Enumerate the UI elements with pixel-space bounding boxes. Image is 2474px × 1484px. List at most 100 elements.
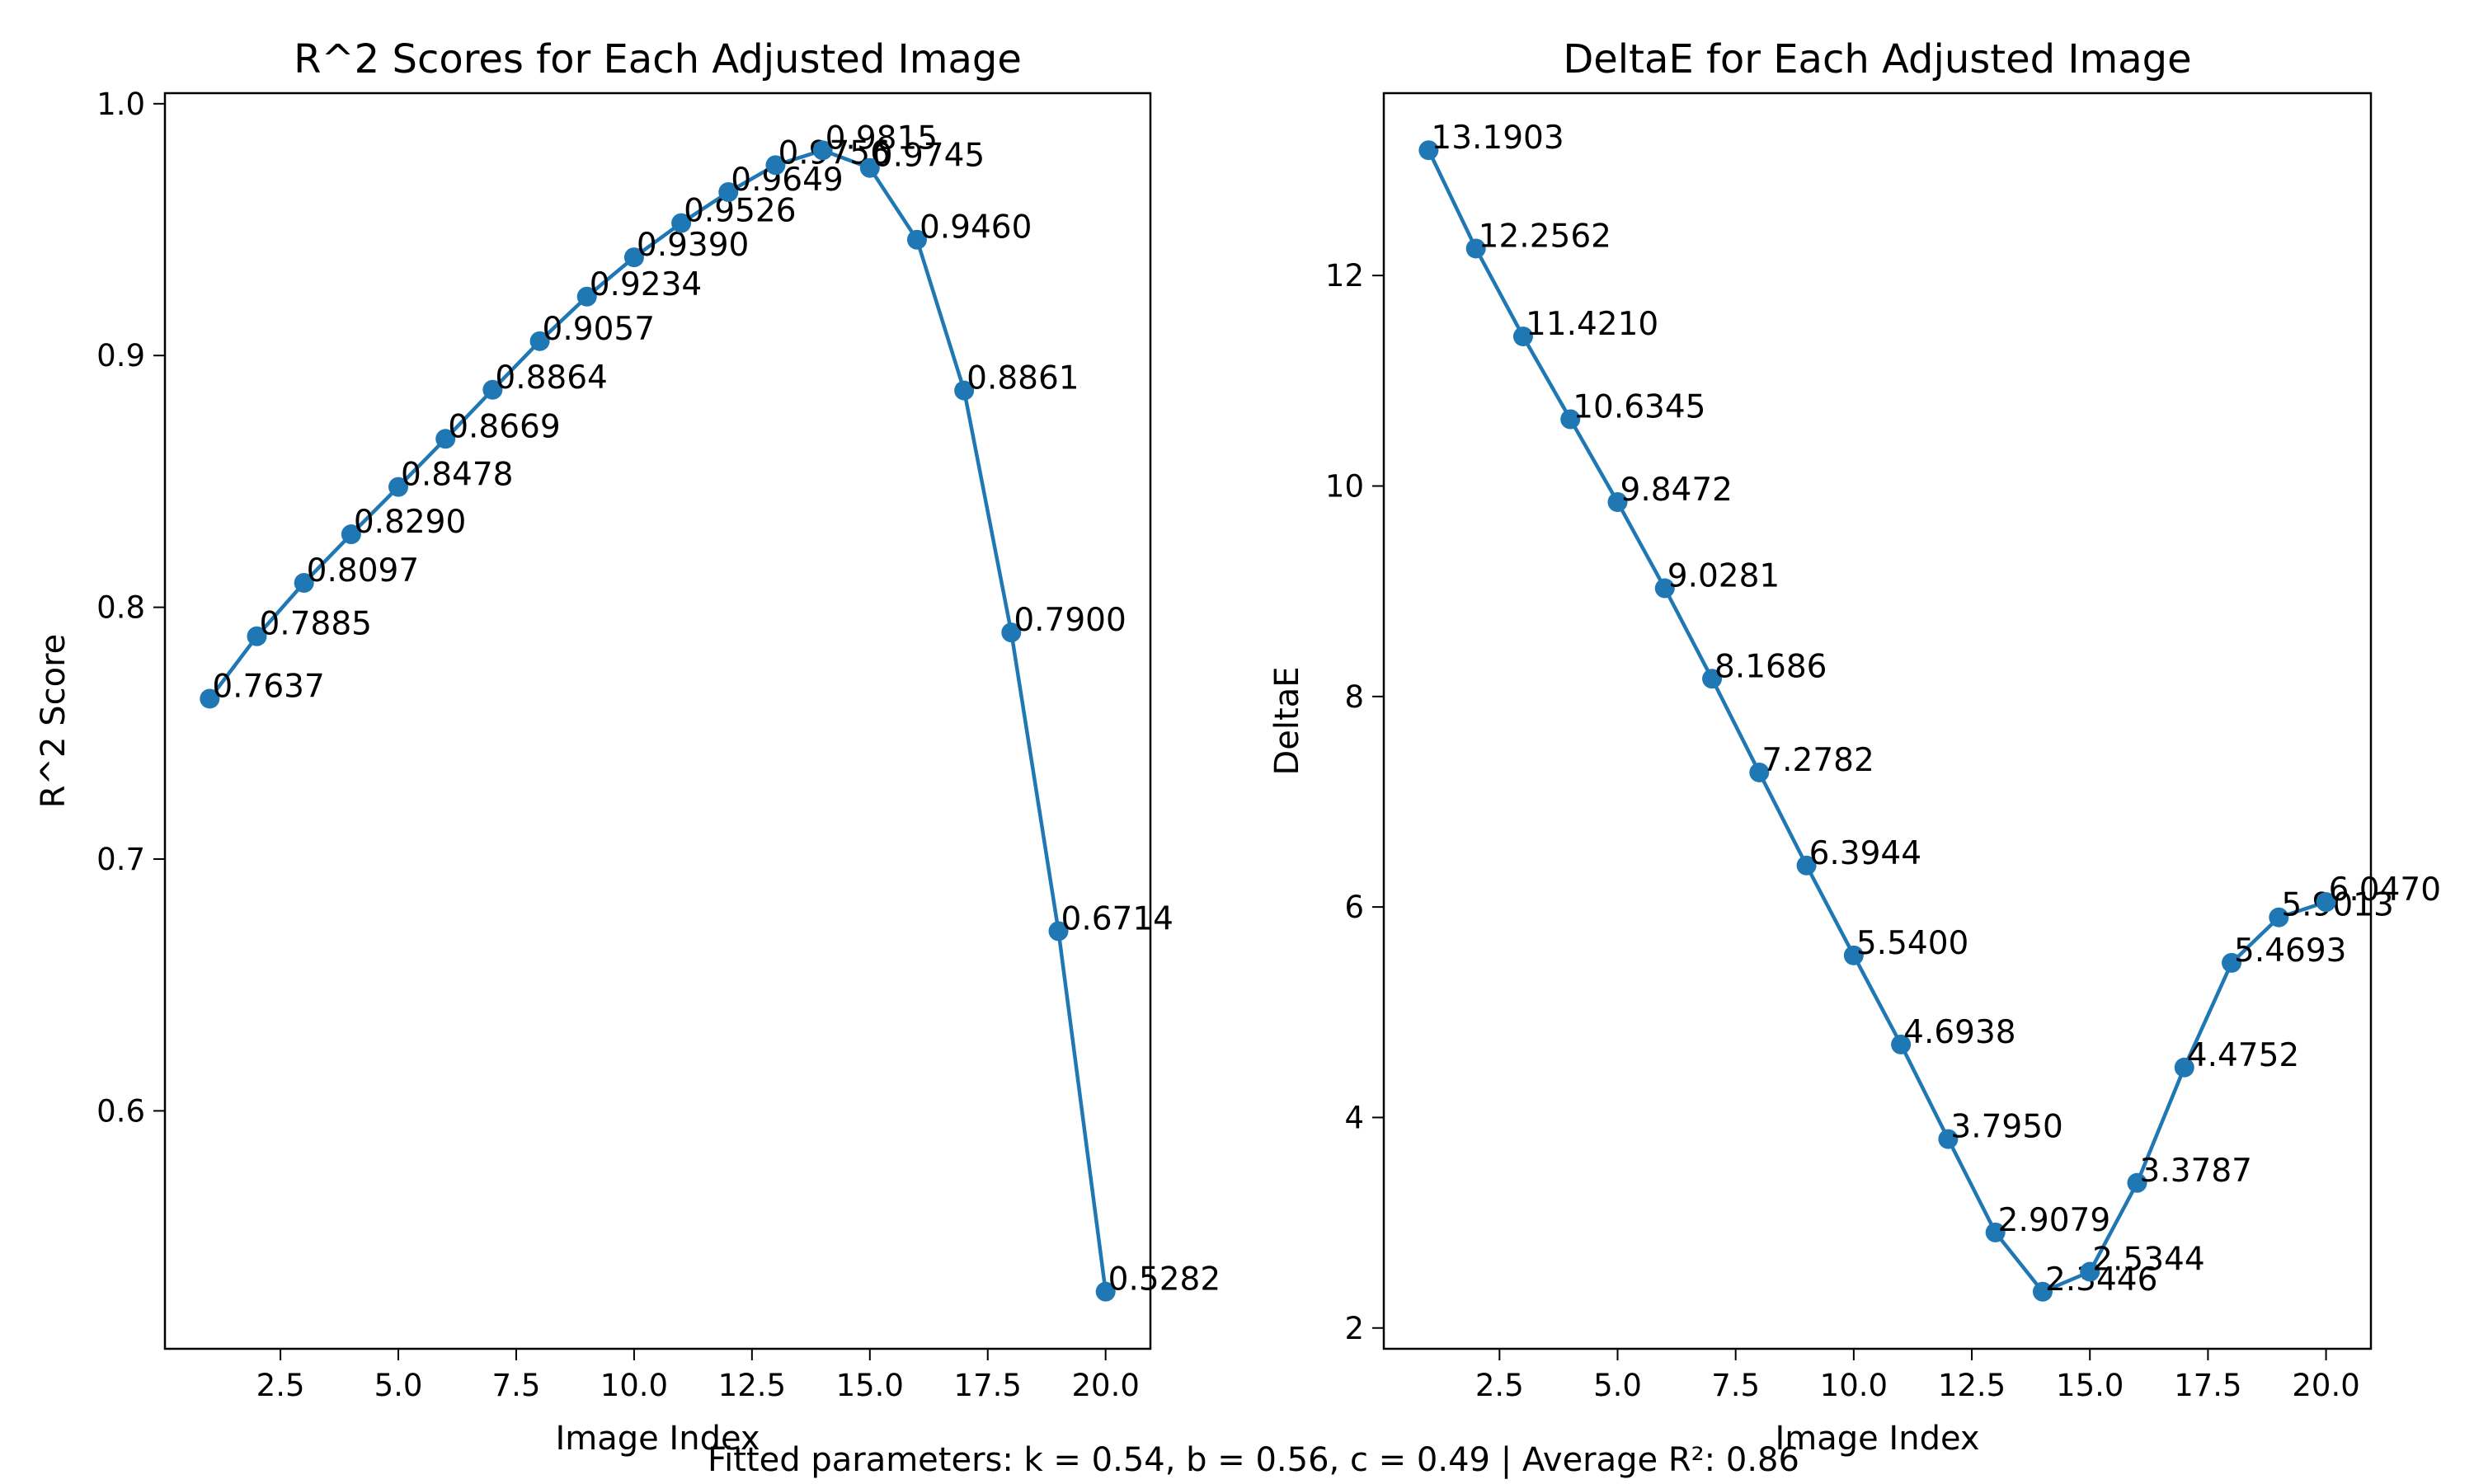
- deltae-data-label: 4.4752: [2187, 1037, 2299, 1074]
- r2-data-label: 0.8864: [495, 359, 607, 397]
- deltae-y-tick-label: 2: [1344, 1311, 1364, 1346]
- r2-point: [435, 429, 456, 449]
- deltae-data-label: 3.3787: [2140, 1153, 2252, 1190]
- r2-data-label: 0.9390: [637, 227, 749, 264]
- deltae-data-label: 4.6938: [1903, 1014, 2015, 1051]
- r2-y-tick-label: 0.6: [96, 1093, 145, 1129]
- deltae-x-axis-label: Image Index: [1775, 1420, 1979, 1458]
- deltae-point: [2222, 952, 2242, 973]
- deltae-point: [1512, 326, 1533, 347]
- r2-point: [623, 247, 644, 268]
- r2-point: [341, 524, 361, 545]
- r2-y-tick-label: 0.7: [96, 842, 145, 877]
- r2-x-tick-label: 10.0: [600, 1368, 668, 1403]
- r2-point: [247, 626, 267, 646]
- deltae-y-tick-label: 12: [1325, 258, 1364, 294]
- deltae-point: [2174, 1057, 2194, 1078]
- r2-data-label: 0.7900: [1014, 602, 1126, 639]
- r2-point: [1001, 622, 1022, 643]
- deltae-point: [1985, 1222, 2006, 1242]
- deltae-x-tick-label: 2.5: [1475, 1368, 1524, 1403]
- deltae-x-tick-label: 12.5: [1938, 1368, 2006, 1403]
- deltae-point: [1465, 238, 1486, 259]
- r2-x-tick-label: 15.0: [836, 1368, 904, 1403]
- r2-chart-title: R^2 Scores for Each Adjusted Image: [294, 36, 1022, 82]
- deltae-data-label: 5.4693: [2234, 932, 2346, 970]
- r2-series-line: [208, 148, 1108, 1292]
- deltae-point: [1702, 669, 1723, 689]
- r2-point: [954, 380, 975, 401]
- deltae-point: [1654, 578, 1675, 599]
- deltae-x-tick-label: 10.0: [1820, 1368, 1888, 1403]
- r2-x-tick-label: 12.5: [718, 1368, 786, 1403]
- deltae-data-label: 3.7950: [1950, 1109, 2062, 1146]
- deltae-data-label: 6.0470: [2329, 871, 2441, 909]
- r2-x-tick-label: 7.5: [492, 1368, 541, 1403]
- deltae-data-label: 6.3944: [1809, 835, 1921, 872]
- deltae-axes-frame: [1382, 92, 2373, 1350]
- deltae-point: [1560, 409, 1581, 430]
- r2-data-label: 0.9234: [590, 266, 702, 303]
- r2-data-label: 0.9526: [684, 193, 796, 230]
- r2-point: [482, 379, 503, 400]
- r2-data-label: 0.9057: [543, 311, 655, 348]
- deltae-data-label: 2.3446: [2045, 1261, 2157, 1298]
- deltae-data-label: 5.9013: [2281, 887, 2393, 924]
- deltae-point: [1418, 140, 1439, 161]
- deltae-x-tick-label: 20.0: [2292, 1368, 2359, 1403]
- r2-point: [529, 331, 550, 351]
- deltae-point: [1843, 945, 1864, 965]
- deltae-y-tick-label: 6: [1344, 890, 1364, 925]
- deltae-x-tick-label: 15.0: [2056, 1368, 2124, 1403]
- deltae-data-label: 8.1686: [1714, 648, 1827, 685]
- deltae-x-tick-label: 17.5: [2174, 1368, 2241, 1403]
- r2-point: [718, 182, 739, 203]
- deltae-x-tick-label: 5.0: [1593, 1368, 1642, 1403]
- r2-data-label: 0.6714: [1061, 900, 1174, 937]
- deltae-data-label: 7.2782: [1761, 742, 1874, 779]
- deltae-y-axis-label: DeltaE: [1268, 667, 1306, 776]
- r2-data-label: 0.5282: [1108, 1261, 1221, 1298]
- r2-y-tick-label: 0.8: [96, 590, 145, 626]
- r2-point: [294, 572, 314, 593]
- deltae-data-label: 11.4210: [1526, 306, 1658, 343]
- r2-y-tick-label: 1.0: [96, 87, 145, 122]
- r2-point: [388, 477, 409, 497]
- r2-data-label: 0.7885: [259, 606, 371, 643]
- deltae-x-tick-label: 7.5: [1711, 1368, 1760, 1403]
- deltae-chart-title: DeltaE for Each Adjusted Image: [1563, 36, 2191, 82]
- deltae-point: [2269, 907, 2289, 928]
- deltae-data-label: 13.1903: [1431, 120, 1564, 157]
- r2-point: [1048, 921, 1069, 942]
- r2-point: [576, 286, 597, 307]
- deltae-data-label: 9.8472: [1620, 472, 1733, 509]
- r2-data-label: 0.9460: [920, 209, 1032, 247]
- deltae-data-label: 5.5400: [1856, 925, 1968, 962]
- r2-chart: R^2 Scores for Each Adjusted Image 2.5 5.0…: [35, 36, 1221, 1458]
- deltae-point: [2316, 892, 2336, 913]
- r2-point: [765, 155, 786, 176]
- deltae-chart: DeltaE for Each Adjusted Image 2.5 5.0 7.5 1…: [1268, 36, 2441, 1458]
- deltae-data-label: 10.6345: [1573, 388, 1705, 425]
- fitted-parameters-caption: Fitted parameters: k = 0.54, b = 0.56, c…: [708, 1441, 1799, 1479]
- deltae-point: [2127, 1172, 2147, 1193]
- r2-point: [1095, 1281, 1116, 1302]
- deltae-y-tick-label: 8: [1344, 679, 1364, 715]
- r2-data-label: 0.8478: [401, 457, 513, 494]
- deltae-point: [2080, 1261, 2100, 1282]
- r2-x-tick-label: 5.0: [374, 1368, 423, 1403]
- deltae-point: [1891, 1034, 1912, 1054]
- r2-point: [859, 157, 880, 178]
- r2-x-tick-label: 20.0: [1071, 1368, 1139, 1403]
- r2-data-label: 0.7637: [212, 668, 324, 705]
- r2-point: [812, 140, 833, 161]
- r2-y-tick-label: 0.9: [96, 338, 145, 373]
- deltae-y-tick-label: 10: [1325, 468, 1364, 504]
- r2-data-label: 0.9745: [872, 138, 985, 175]
- r2-x-tick-label: 17.5: [954, 1368, 1022, 1403]
- deltae-point: [1749, 762, 1770, 782]
- deltae-point: [1796, 855, 1817, 876]
- deltae-data-label: 9.0281: [1667, 558, 1780, 595]
- deltae-point: [2032, 1281, 2053, 1302]
